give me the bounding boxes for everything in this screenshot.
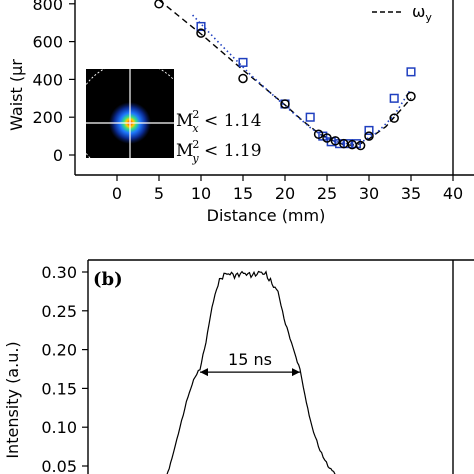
my-annotation: M2 y < 1.19 <box>176 138 262 165</box>
data-point-square <box>196 21 206 32</box>
y-tick-label: 0.10 <box>41 418 77 437</box>
x-tick-label: 35 <box>401 184 421 203</box>
y-tick-label: 0 <box>53 146 63 165</box>
x-tick-label: 30 <box>359 184 379 203</box>
data-point-circle <box>355 140 366 151</box>
fwhm-label: 15 ns <box>228 350 272 369</box>
data-point-circle <box>389 113 399 123</box>
y-tick-label: 0.05 <box>41 457 77 474</box>
beam-profile-inset <box>74 61 175 159</box>
x-tick-label: 15 <box>233 184 253 203</box>
panel-a-y-axis-title: Waist (μr <box>7 59 26 131</box>
panel-a-legend: ωy <box>372 2 432 24</box>
data-point-square <box>238 57 248 67</box>
y-tick-label: 0.15 <box>41 379 77 398</box>
panel-a-y-ticks: 0 200 400 600 800 <box>32 0 75 165</box>
fit-line-omega-x <box>192 14 412 145</box>
x-tick-label: 0 <box>112 184 122 203</box>
y-tick-label: 0.25 <box>41 302 77 321</box>
panel-b-y-axis-title: Intensity (a.u.) <box>3 341 22 458</box>
data-point-circle <box>196 28 206 38</box>
fwhm-arrow-right-head <box>292 368 300 377</box>
data-point-circle <box>154 0 164 9</box>
y-tick-label: 400 <box>32 70 63 89</box>
data-point-circle <box>364 131 374 141</box>
data-point-circle <box>238 73 248 84</box>
x-tick-label: 5 <box>154 184 164 203</box>
panel-b-y-ticks: 0.05 0.10 0.15 0.20 0.25 0.30 <box>41 263 88 474</box>
panel-a-x-axis-title: Distance (mm) <box>207 206 326 225</box>
data-point-circle <box>313 129 324 139</box>
panel-a-fit-lines <box>158 0 412 146</box>
data-point-circle <box>330 136 341 146</box>
fit-line-omega-y <box>158 0 412 146</box>
panel-a-x-ticks: 0 5 10 15 20 25 30 35 40 <box>112 175 463 203</box>
y-tick-label: 600 <box>32 33 63 52</box>
data-point-square <box>305 112 315 122</box>
fwhm-arrow-left-head <box>200 368 208 377</box>
x-tick-label: 40 <box>443 184 463 203</box>
y-tick-label: 800 <box>32 0 63 14</box>
data-point-circle <box>322 133 332 143</box>
inset-dashed-circle <box>74 61 175 159</box>
y-tick-label: 0.20 <box>41 341 77 360</box>
panel-a-waist-plot: Waist (μr 0 200 400 600 800 0 5 10 15 20 25 30 35 40… <box>7 0 474 225</box>
data-point-square <box>406 67 416 77</box>
x-tick-label: 25 <box>317 184 337 203</box>
x-tick-label: 10 <box>191 184 211 203</box>
data-point-circle <box>280 99 290 109</box>
panel-b-pulse-trace <box>166 270 336 474</box>
panel-b-label: (b) <box>93 269 123 290</box>
y-tick-label: 200 <box>32 108 63 127</box>
legend-label-omega-y: ωy <box>412 2 432 24</box>
x-tick-label: 20 <box>275 184 295 203</box>
data-point-square <box>364 125 374 135</box>
panel-a-data-points <box>154 0 416 151</box>
y-tick-label: 0.30 <box>41 263 77 282</box>
data-point-square <box>389 93 399 103</box>
panel-b-intensity-plot: (b) Intensity (a.u.) 0.05 0.10 0.15 0.20 0.2… <box>3 259 474 474</box>
data-point-square <box>343 139 353 149</box>
data-point-circle <box>406 91 416 102</box>
mx-annotation: M2 x < 1.14 <box>176 108 262 135</box>
panel-b-fwhm-marker <box>200 368 300 377</box>
